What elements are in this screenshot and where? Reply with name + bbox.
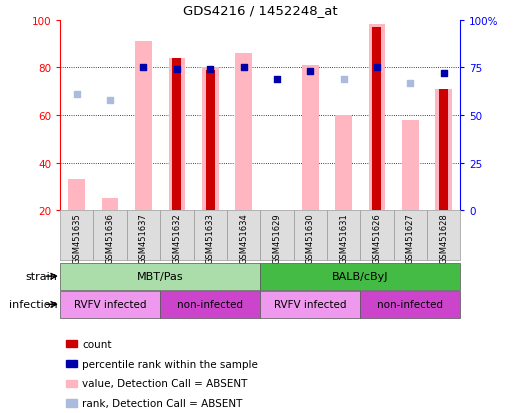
Point xyxy=(173,67,181,74)
Point xyxy=(406,80,414,87)
Bar xyxy=(102,199,119,211)
Text: non-infected: non-infected xyxy=(177,299,243,310)
Bar xyxy=(235,54,252,211)
Text: infection: infection xyxy=(9,299,58,310)
Bar xyxy=(66,340,77,348)
Text: GSM451633: GSM451633 xyxy=(206,213,214,264)
Bar xyxy=(60,211,94,260)
Point xyxy=(206,67,214,74)
Text: RVFV infected: RVFV infected xyxy=(274,299,346,310)
Text: GSM451631: GSM451631 xyxy=(339,213,348,264)
Text: GSM451630: GSM451630 xyxy=(306,213,315,264)
Text: count: count xyxy=(82,339,111,349)
Point xyxy=(106,97,115,104)
Bar xyxy=(206,71,215,211)
Bar xyxy=(293,211,327,260)
Text: GSM451635: GSM451635 xyxy=(72,213,81,264)
Bar xyxy=(427,211,460,260)
Bar xyxy=(439,90,448,211)
Point xyxy=(306,69,314,75)
Text: non-infected: non-infected xyxy=(377,299,443,310)
Bar xyxy=(60,263,260,290)
Text: percentile rank within the sample: percentile rank within the sample xyxy=(82,358,258,369)
Bar xyxy=(227,211,260,260)
Bar xyxy=(66,399,77,407)
Text: MBT/Pas: MBT/Pas xyxy=(137,271,184,282)
Bar xyxy=(172,59,181,211)
Bar xyxy=(168,59,185,211)
Bar xyxy=(394,211,427,260)
Text: BALB/cByJ: BALB/cByJ xyxy=(332,271,389,282)
Title: GDS4216 / 1452248_at: GDS4216 / 1452248_at xyxy=(183,4,337,17)
Bar xyxy=(372,28,381,211)
Text: GSM451634: GSM451634 xyxy=(239,213,248,264)
Bar xyxy=(402,121,418,211)
Text: rank, Detection Call = ABSENT: rank, Detection Call = ABSENT xyxy=(82,398,243,408)
Bar xyxy=(66,380,77,387)
Bar xyxy=(69,180,85,211)
Bar xyxy=(135,42,152,211)
Point xyxy=(73,91,81,98)
Text: value, Detection Call = ABSENT: value, Detection Call = ABSENT xyxy=(82,378,247,388)
Text: GSM451626: GSM451626 xyxy=(372,213,381,264)
Text: GSM451637: GSM451637 xyxy=(139,213,148,264)
Point xyxy=(272,76,281,83)
Bar xyxy=(202,68,219,211)
Point xyxy=(139,65,147,71)
Bar xyxy=(260,263,460,290)
Bar xyxy=(369,25,385,211)
Text: RVFV infected: RVFV infected xyxy=(74,299,146,310)
Bar xyxy=(60,291,160,318)
Bar xyxy=(94,211,127,260)
Bar xyxy=(160,291,260,318)
Bar xyxy=(335,116,352,211)
Text: strain: strain xyxy=(26,271,58,282)
Bar xyxy=(435,90,452,211)
Bar xyxy=(302,66,319,211)
Bar xyxy=(260,291,360,318)
Bar xyxy=(194,211,227,260)
Bar xyxy=(160,211,194,260)
Text: GSM451629: GSM451629 xyxy=(272,213,281,263)
Bar xyxy=(360,291,460,318)
Bar xyxy=(360,211,393,260)
Text: GSM451632: GSM451632 xyxy=(173,213,181,264)
Text: GSM451636: GSM451636 xyxy=(106,213,115,264)
Point xyxy=(339,76,348,83)
Bar xyxy=(260,211,293,260)
Bar xyxy=(66,360,77,367)
Text: GSM451628: GSM451628 xyxy=(439,213,448,264)
Bar xyxy=(327,211,360,260)
Bar xyxy=(127,211,160,260)
Point xyxy=(240,65,248,71)
Point xyxy=(373,65,381,71)
Text: GSM451627: GSM451627 xyxy=(406,213,415,264)
Point xyxy=(439,71,448,77)
